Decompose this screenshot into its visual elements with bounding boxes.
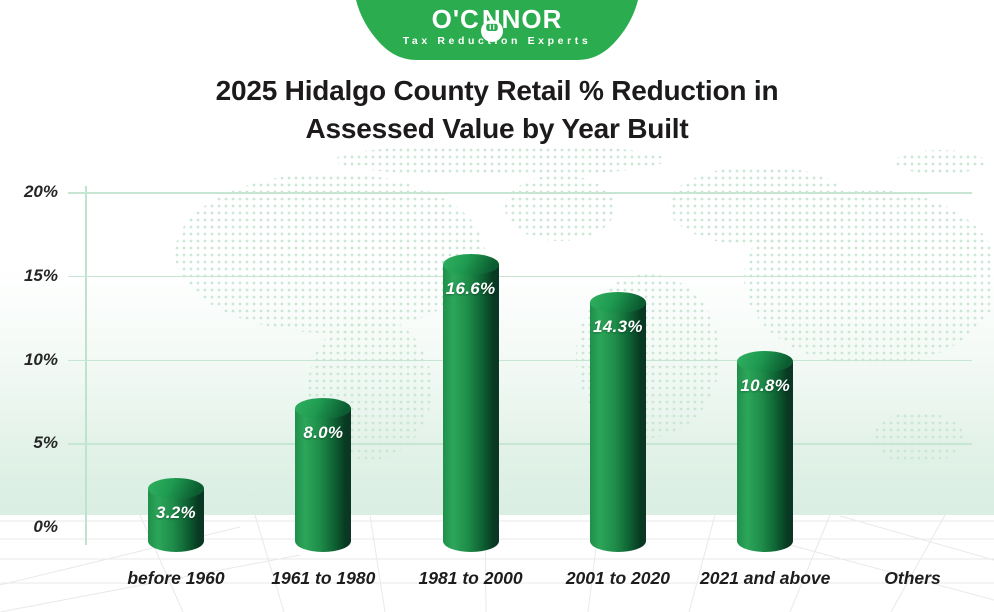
chart-title: 2025 Hidalgo County Retail % Reduction i… — [0, 72, 994, 148]
cylinder-bar: 10.8% — [737, 351, 794, 552]
bar-value-label: 10.8% — [740, 376, 791, 396]
cylinder-bar: 3.2% — [148, 478, 204, 552]
cylinder-top-ellipse — [442, 253, 499, 275]
cylinder-top-ellipse — [589, 292, 646, 314]
grid-line — [68, 359, 972, 361]
y-axis-tick-label: 20% — [23, 182, 58, 201]
bar-value-label: 3.2% — [156, 503, 196, 523]
x-category-label: 2021 and above — [700, 568, 831, 588]
x-category-label: 1961 to 1980 — [271, 568, 376, 588]
cylinder-body — [737, 361, 794, 552]
grid-line — [68, 275, 972, 278]
y-axis-tick-label: 15% — [23, 265, 58, 285]
cylinder-top-ellipse — [737, 351, 794, 373]
bar-value-label: 8.0% — [303, 423, 344, 442]
cylinder-body — [442, 263, 499, 552]
oconnor-logo-badge: O'C NNOR Tax Reduction Experts — [350, 0, 644, 64]
y-axis-tick-label: 5% — [33, 433, 58, 453]
grid-line — [68, 192, 972, 194]
logo-brand: O'C NNOR — [350, 4, 644, 42]
logo-text: O'C NNOR Tax Reduction Experts — [350, 5, 644, 47]
cylinder-bar: 16.6% — [442, 253, 499, 552]
bar-value-label: 16.6% — [445, 278, 496, 298]
x-category-label: 1981 to 2000 — [418, 568, 523, 588]
x-category-label: before 1960 — [127, 568, 225, 588]
grid-line — [68, 443, 972, 445]
cylinder-top-ellipse — [148, 478, 204, 500]
x-category-label: 2001 to 2020 — [565, 568, 670, 588]
x-category-label: Others — [884, 568, 941, 588]
brand-left: O'C — [431, 4, 480, 34]
y-axis-tick-label: 0% — [33, 517, 58, 536]
y-axis-tick-label: 10% — [23, 349, 58, 369]
cylinder-top-ellipse — [295, 398, 352, 419]
bar-value-label: 14.3% — [593, 317, 643, 337]
cylinder-body — [589, 302, 646, 552]
chart-title-line2: Assessed Value by Year Built — [305, 113, 689, 144]
y-axis-line — [85, 186, 87, 545]
cylinder-bar: 8.0% — [295, 398, 352, 552]
cylinder-bar: 14.3% — [589, 292, 646, 552]
cylinder-body — [295, 408, 352, 552]
chart-title-line1: 2025 Hidalgo County Retail % Reduction i… — [215, 75, 779, 106]
